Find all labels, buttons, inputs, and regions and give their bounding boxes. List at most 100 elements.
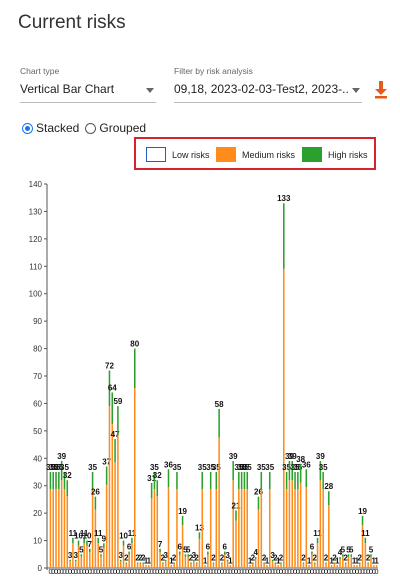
chart-type-chevron-down-icon[interactable] [146,88,154,93]
bar-data-label: 3 [225,551,230,560]
bar-low-label: 0 [290,569,294,576]
bar-data-label: 4 [338,548,343,557]
bar-high-segment [108,370,111,407]
bar-data-label: 32 [153,471,162,480]
bar-data-label: 35 [46,463,55,472]
bar-data-label: 35 [293,463,302,472]
download-icon[interactable] [374,80,388,100]
bar-data-label: 6 [223,543,228,552]
bar-high-segment [136,562,139,564]
bar-medium-segment [209,489,212,568]
bar-low-label: 0 [152,569,156,576]
bar-high-segment [221,562,223,564]
bar-data-label: 35 [150,463,159,472]
bar-low-label: 0 [341,569,345,576]
bar-data-label: 3 [68,551,73,560]
bar-low-label: 0 [169,569,173,576]
legend-item-medium[interactable]: Medium risks [216,147,295,162]
bar-low-label: 0 [302,569,306,576]
y-tick-label: 90 [33,317,42,326]
bar-medium-segment [319,480,322,568]
bar-high-segment [63,472,66,490]
stacked-radio[interactable] [22,122,33,134]
bar-high-segment [274,562,277,564]
bar-medium-segment [170,565,173,568]
bar-low-label: 0 [355,569,359,576]
bar-high-segment [240,472,243,490]
bar-low-label: 0 [220,569,224,576]
bar-data-label: 2 [220,554,225,563]
bar-low-label: 0 [192,569,196,576]
bar-data-label: 1 [355,556,360,565]
bar-high-segment [153,472,156,490]
bar-medium-segment [204,565,206,568]
bar-high-segment [215,472,218,490]
y-tick-label: 100 [29,290,43,299]
bar-data-label: 1 [329,556,334,565]
bar-medium-segment [375,565,378,568]
bar-high-segment [223,551,226,555]
bar-low-label: 0 [324,569,328,576]
legend-label-high: High risks [328,149,368,160]
bar-low-label: 0 [287,569,291,576]
bar-medium-segment [350,556,353,568]
bar-data-label: 7 [88,540,93,549]
bar-data-label: 35 [49,463,58,472]
bar-medium-segment [190,563,192,568]
bar-data-label: 5 [349,545,354,554]
bar-high-segment [207,551,209,555]
bar-data-label: 28 [324,482,333,491]
bar-low-label: 0 [257,569,261,576]
bar-low-label: 0 [265,569,269,576]
bar-high-segment [333,562,336,564]
bar-low-label: 0 [108,569,112,576]
bar-data-label: 5 [79,545,84,554]
bar-medium-segment [52,489,54,568]
legend-item-high[interactable]: High risks [302,147,368,162]
bar-low-label: 0 [372,569,376,576]
bar-low-label: 0 [349,569,353,576]
bar-data-label: 1 [248,556,253,565]
bar-medium-segment [159,552,161,568]
bar-low-label: 0 [223,569,227,576]
bar-medium-segment [311,554,313,568]
stacked-label[interactable]: Stacked [36,121,80,135]
bar-medium-segment [167,487,170,568]
bar-high-segment [105,466,108,485]
bar-data-label: 35 [243,463,252,472]
y-tick-label: 60 [33,399,42,408]
filter-select[interactable]: 09,18, 2023-02-03-Test2, 2023-... [174,82,348,96]
bar-data-label: 31 [147,474,156,483]
bar-high-segment [268,472,271,490]
bar-high-segment [193,559,195,562]
y-tick-label: 0 [38,564,43,573]
legend-swatch-medium [216,147,236,162]
bar-medium-segment [72,543,74,568]
bar-medium-segment [328,505,330,568]
bar-medium-segment [100,556,102,568]
bar-high-segment [294,472,296,490]
bar-data-label: 7 [158,540,163,549]
bar-low-label: 0 [310,569,314,576]
bar-medium-segment [299,482,302,568]
bar-high-segment [342,554,344,557]
filter-chevron-down-icon[interactable] [352,88,360,93]
grouped-label[interactable]: Grouped [99,121,147,135]
legend-swatch-high [302,147,322,162]
bar-low-label: 0 [93,569,97,576]
bar-medium-segment [333,563,336,568]
bar-data-label: 6 [178,543,183,552]
grouped-radio[interactable] [85,122,97,134]
bar-low-label: 0 [316,569,320,576]
chart-type-select[interactable]: Vertical Bar Chart [20,82,115,96]
bar-medium-segment [288,480,291,568]
bar-low-label: 0 [113,569,117,576]
bar-high-segment [263,562,265,564]
bar-data-label: 3 [270,551,275,560]
chart-legend: Low risks Medium risks High risks [134,137,376,170]
bar-high-segment [226,559,229,562]
bar-low-label: 0 [240,569,244,576]
bar-medium-segment [285,489,288,568]
legend-item-low[interactable]: Low risks [146,147,210,162]
bar-high-segment [139,562,142,564]
